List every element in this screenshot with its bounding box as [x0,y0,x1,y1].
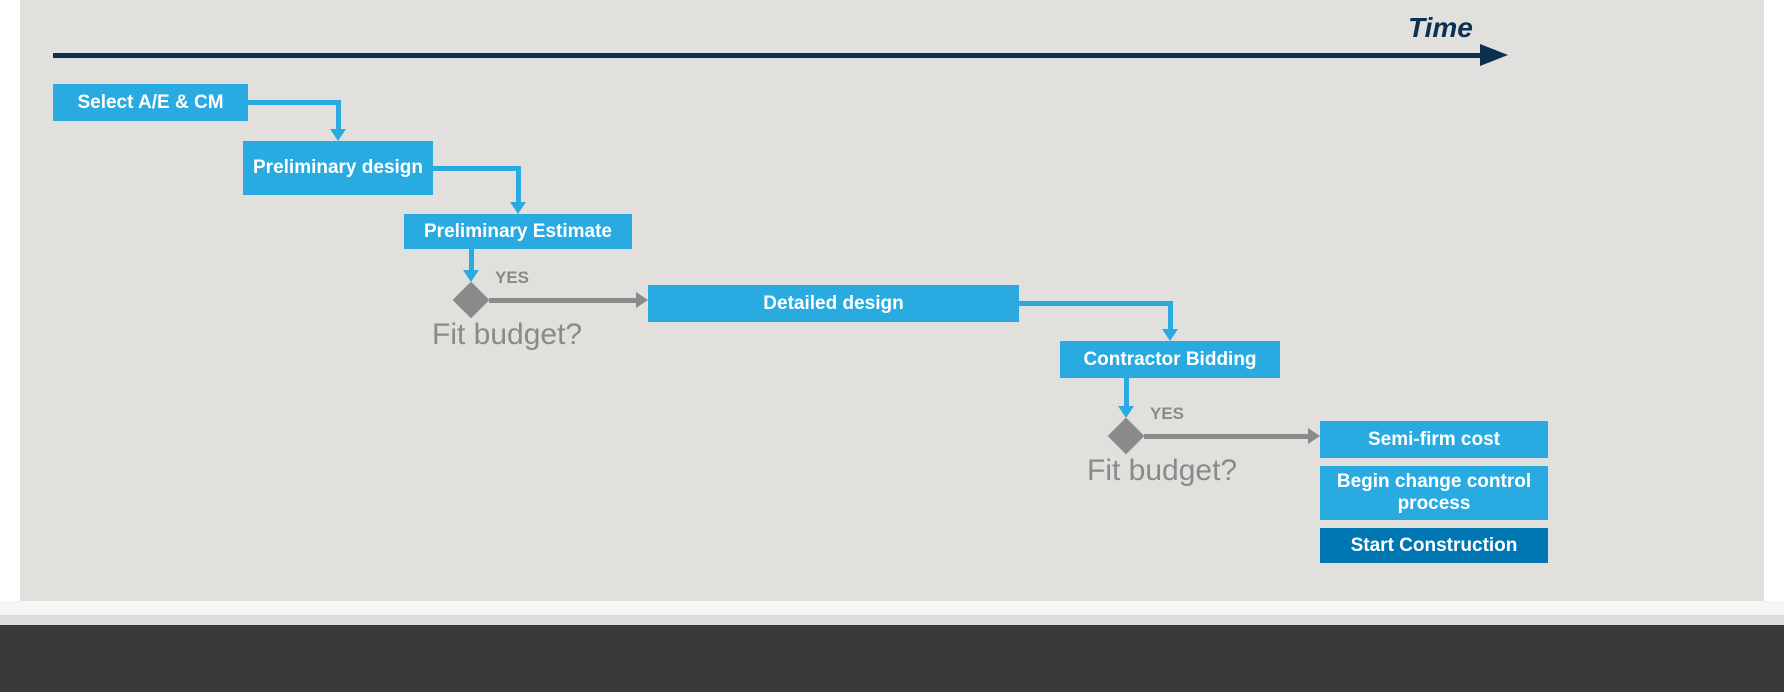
connector-segment [330,129,346,141]
node-label: Begin change control process [1330,471,1538,515]
node-label: Select A/E & CM [77,92,223,114]
timeline-label: Time [1408,12,1473,44]
footer-strip [0,615,1784,625]
connector-segment [469,249,474,270]
node-start-construction: Start Construction [1320,528,1548,563]
node-begin-change-control: Begin change control process [1320,466,1548,520]
connector-segment [1308,428,1320,444]
node-preliminary-estimate: Preliminary Estimate [404,214,632,249]
timeline-arrowhead-icon [1480,44,1508,66]
connector-segment [1118,406,1134,418]
node-label: Contractor Bidding [1083,349,1256,371]
connector-segment [1168,301,1173,329]
decision-yes-2: YES [1150,404,1184,424]
connector-segment [433,166,521,171]
connector-segment [336,100,341,129]
node-label: Semi-firm cost [1368,429,1500,451]
connector-segment [516,166,521,203]
connector-segment [510,202,526,214]
decision-label-2: Fit budget? [1087,454,1237,488]
connector-segment [1162,329,1178,341]
footer-strip [0,625,1784,692]
connector-segment [1144,434,1308,439]
connector-segment [1124,378,1129,406]
node-select-ae-cm: Select A/E & CM [53,84,248,121]
node-label: Preliminary Estimate [424,221,612,243]
connector-segment [489,298,636,303]
decision-yes-1: YES [495,268,529,288]
connector-segment [1019,301,1173,306]
decision-label-1: Fit budget? [432,318,582,352]
node-detailed-design: Detailed design [648,285,1019,322]
node-preliminary-design: Preliminary design [243,141,433,195]
node-label: Preliminary design [253,157,423,179]
connector-segment [463,270,479,282]
connector-segment [636,292,648,308]
node-semi-firm-cost: Semi-firm cost [1320,421,1548,458]
node-contractor-bidding: Contractor Bidding [1060,341,1280,378]
timeline-axis [53,53,1480,58]
footer-strip [0,601,1784,615]
connector-segment [248,100,341,105]
node-label: Detailed design [763,293,903,315]
diagram-canvas: Time Select A/E & CM Preliminary design … [0,0,1784,692]
node-label: Start Construction [1351,535,1518,557]
